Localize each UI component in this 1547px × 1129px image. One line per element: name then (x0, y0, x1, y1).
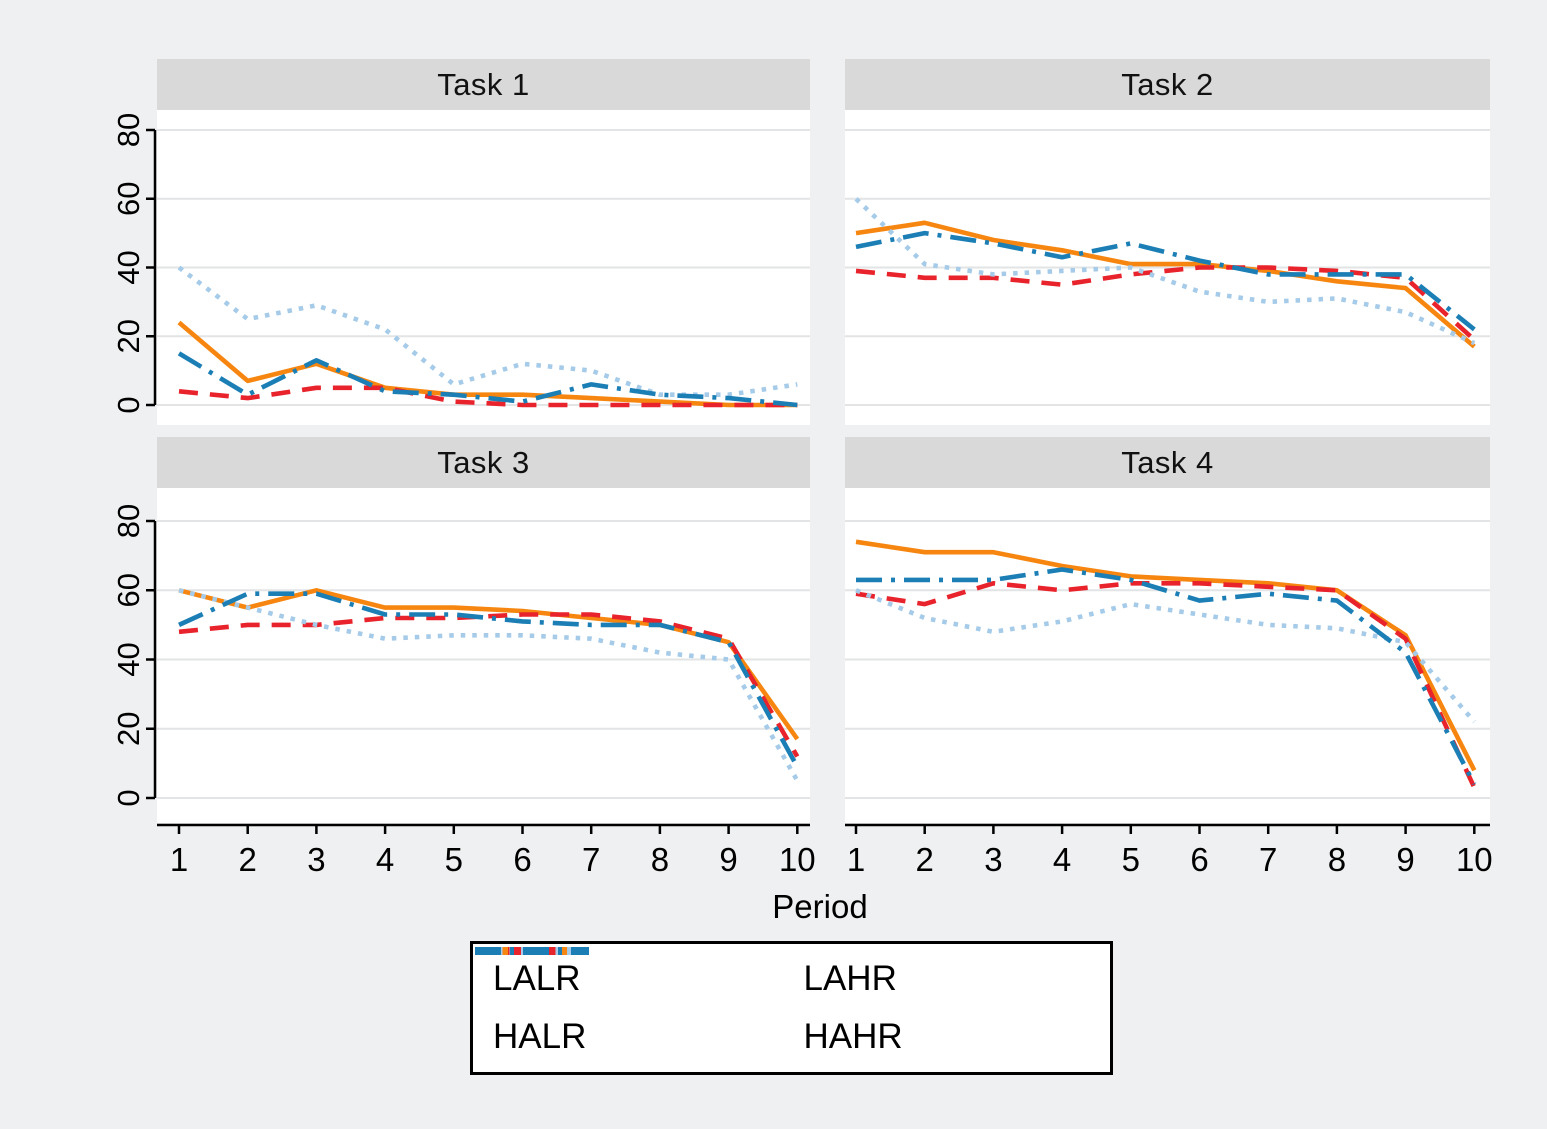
x-tick-label: 2 (239, 841, 257, 878)
y-tick-label: 80 (111, 504, 146, 538)
x-tick-label: 1 (170, 841, 188, 878)
y-tick-label: 0 (111, 789, 146, 806)
panel-title-task1: Task 1 (157, 59, 810, 110)
series-line-lalr-task-3 (178, 587, 800, 741)
legend-item-hahr: HAHR (475, 947, 1103, 1057)
series-line-lahr-task-2 (855, 265, 1476, 342)
x-tick-label: 5 (445, 841, 463, 878)
x-tick-label: 1 (847, 841, 865, 878)
y-tick-label: 60 (111, 573, 146, 607)
series-line-hahr-task-4 (856, 567, 1477, 786)
legend-item-lahr: LAHR (475, 947, 1103, 999)
x-tick-label: 10 (779, 841, 816, 878)
series-line-hahr-task-1 (177, 351, 798, 408)
y-tick-label: 80 (111, 113, 146, 147)
panel-title-task4: Task 4 (845, 437, 1490, 488)
x-tick-label: 9 (719, 841, 737, 878)
legend-item-lalr: LALR (475, 947, 792, 999)
legend-label-lalr: LALR (493, 959, 581, 998)
series-line-lahr-task-4 (855, 580, 1477, 789)
series-line-halr-task-3 (178, 588, 800, 782)
x-tick-label: 6 (513, 841, 531, 878)
series-line-lalr-task-4 (855, 539, 1477, 772)
x-tick-label: 7 (1259, 841, 1277, 878)
x-tick-label: 6 (1190, 841, 1208, 878)
x-axis-title: Period (772, 888, 868, 925)
legend-label-hahr: HAHR (803, 1017, 903, 1056)
y-tick-label: 0 (111, 396, 146, 413)
panel-title-task1-text: Task 1 (437, 66, 530, 102)
x-tick-label: 4 (376, 841, 394, 878)
series-line-hahr-task-3 (178, 591, 800, 768)
series-line-lalr-task-2 (855, 220, 1476, 349)
panel-title-task2: Task 2 (845, 59, 1490, 110)
legend-label-lahr: LAHR (803, 959, 897, 998)
x-tick-label: 4 (1053, 841, 1071, 878)
series-line-lalr-task-1 (177, 320, 798, 408)
x-tick-label: 10 (1456, 841, 1493, 878)
y-tick-label: 20 (111, 319, 146, 353)
x-tick-label: 3 (984, 841, 1002, 878)
panel-title-task2-text: Task 2 (1121, 66, 1214, 102)
legend-key-hahr-line (475, 947, 589, 955)
x-tick-label: 7 (582, 841, 600, 878)
x-tick-label: 2 (916, 841, 934, 878)
panel-title-task3-text: Task 3 (437, 444, 530, 480)
series-line-lahr-task-1 (178, 385, 798, 408)
x-tick-label: 9 (1396, 841, 1414, 878)
x-tick-label: 3 (307, 841, 325, 878)
series-line-halr-task-2 (854, 197, 1476, 346)
legend-key-halr-line (475, 947, 589, 955)
plot-bg-task-3 (157, 488, 810, 823)
y-tick-label: 40 (111, 642, 146, 676)
y-tick-label: 40 (111, 250, 146, 284)
series-line-hahr-task-2 (855, 230, 1476, 332)
y-tick-label: 60 (111, 182, 146, 216)
x-tick-label: 5 (1122, 841, 1140, 878)
legend-box: LALR LAHR HALR HAHR (470, 941, 1113, 1075)
legend-label-halr: HALR (493, 1017, 587, 1056)
legend-item-halr: HALR (475, 947, 792, 1057)
x-tick-label: 8 (1328, 841, 1346, 878)
y-tick-label: 20 (111, 712, 146, 746)
series-line-lahr-task-3 (178, 612, 800, 758)
x-tick-label: 8 (651, 841, 669, 878)
panel-title-task3: Task 3 (157, 437, 810, 488)
plot-bg-task-4 (845, 488, 1490, 823)
panel-title-task4-text: Task 4 (1121, 444, 1214, 480)
